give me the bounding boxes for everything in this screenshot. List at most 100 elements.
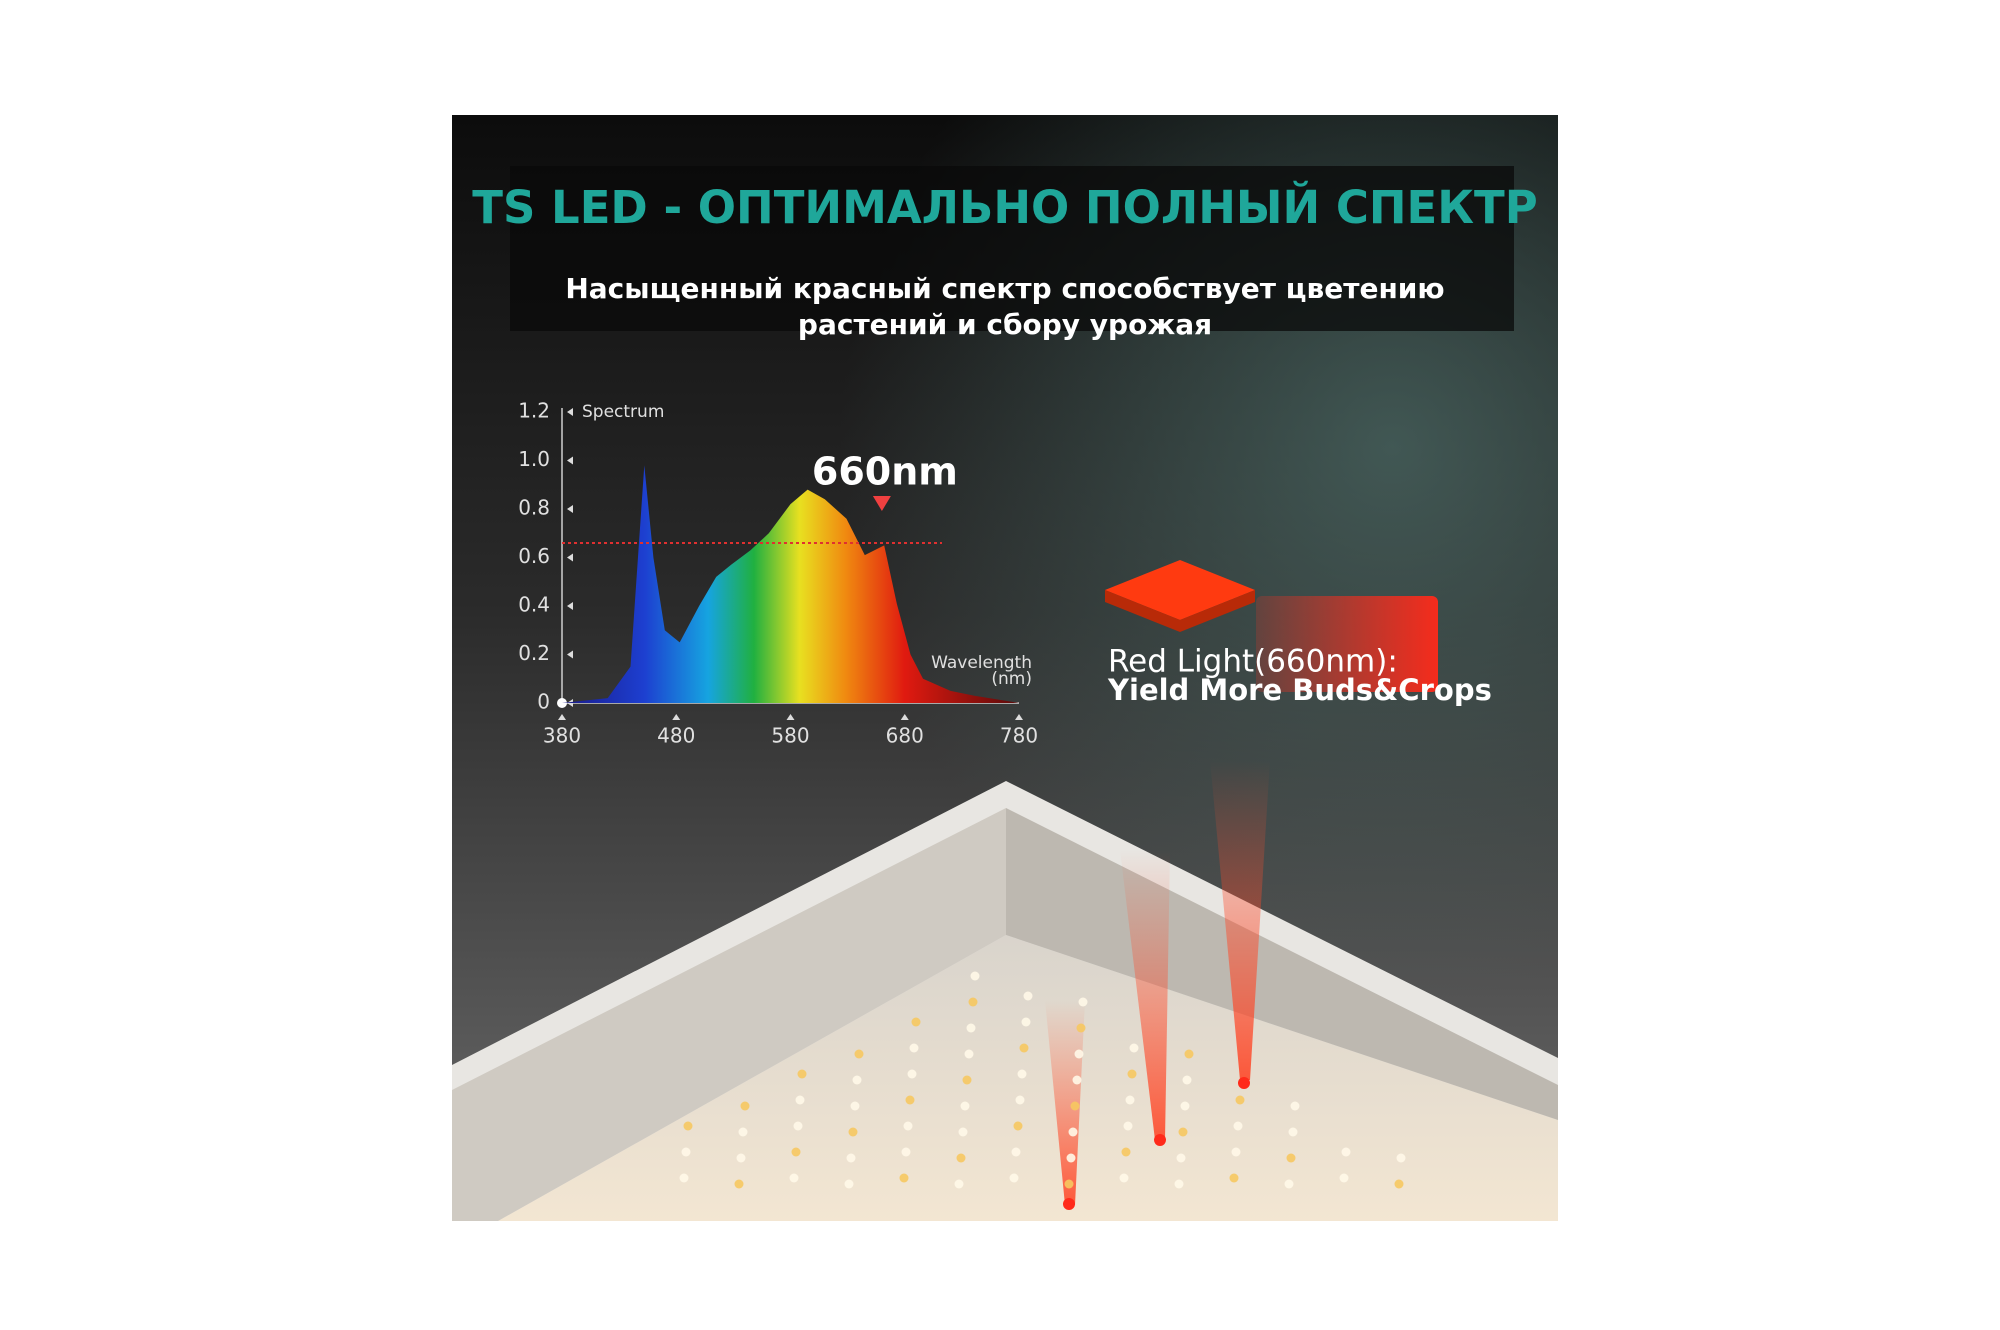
callout-chip xyxy=(1105,590,1255,632)
led xyxy=(795,1095,805,1105)
led xyxy=(1286,1153,1296,1163)
led xyxy=(899,1173,909,1183)
y-tick-label: 0.6 xyxy=(518,544,550,568)
subtitle: Насыщенный красный спектр способствует ц… xyxy=(565,272,1444,305)
led xyxy=(1290,1101,1300,1111)
red-beam xyxy=(1210,760,1270,1080)
spectrum-area xyxy=(562,465,1019,703)
red-led xyxy=(1063,1198,1075,1210)
led xyxy=(1129,1043,1139,1053)
led xyxy=(907,1069,917,1079)
led xyxy=(734,1179,744,1189)
y-tick-label: 0 xyxy=(537,690,550,714)
y-tick-label: 0.8 xyxy=(518,496,550,520)
led xyxy=(1072,1075,1082,1085)
led xyxy=(901,1147,911,1157)
led xyxy=(1078,997,1088,1007)
led xyxy=(1174,1179,1184,1189)
led xyxy=(1017,1069,1027,1079)
led xyxy=(954,1179,964,1189)
led xyxy=(1180,1101,1190,1111)
led xyxy=(846,1153,856,1163)
led xyxy=(1066,1153,1076,1163)
led xyxy=(791,1147,801,1157)
led xyxy=(1184,1049,1194,1059)
led xyxy=(1231,1147,1241,1157)
lamp-board xyxy=(498,935,1558,1221)
led xyxy=(1229,1173,1239,1183)
led xyxy=(738,1127,748,1137)
red-led xyxy=(1154,1134,1166,1146)
led xyxy=(1121,1147,1131,1157)
led xyxy=(852,1075,862,1085)
x-tick-label: 780 xyxy=(1000,724,1038,748)
led xyxy=(848,1127,858,1137)
callout-text: Red Light(660nm): xyxy=(1108,644,1398,680)
led xyxy=(970,971,980,981)
led xyxy=(1396,1153,1406,1163)
led xyxy=(1125,1095,1135,1105)
y-tick xyxy=(567,505,573,513)
led xyxy=(1178,1127,1188,1137)
led xyxy=(905,1095,915,1105)
red-led xyxy=(1238,1077,1250,1089)
led xyxy=(1233,1121,1243,1131)
led xyxy=(1341,1147,1351,1157)
led xyxy=(1176,1153,1186,1163)
led xyxy=(909,1043,919,1053)
annotation-marker xyxy=(872,496,891,511)
subtitle: растений и сбору урожая xyxy=(798,308,1212,341)
led xyxy=(844,1179,854,1189)
led xyxy=(797,1069,807,1079)
x-tick xyxy=(1015,714,1023,720)
y-tick xyxy=(567,602,573,610)
led xyxy=(793,1121,803,1131)
led xyxy=(681,1147,691,1157)
spectrum-chart: 0 0.2 0.4 0.6 0.8 1.0 1.2 Spectrum 380 480 580 680 7… xyxy=(518,399,1038,748)
led xyxy=(683,1121,693,1131)
x-axis-label: Wavelength xyxy=(931,653,1032,673)
y-tick-label: 0.2 xyxy=(518,641,550,665)
led xyxy=(966,1023,976,1033)
header-band xyxy=(510,166,1514,331)
led xyxy=(960,1101,970,1111)
y-axis-label: Spectrum xyxy=(582,402,664,422)
led xyxy=(1119,1173,1129,1183)
led xyxy=(1123,1121,1133,1131)
led xyxy=(1015,1095,1025,1105)
led xyxy=(1074,1049,1084,1059)
led xyxy=(1009,1173,1019,1183)
lamp-wall xyxy=(452,808,1006,1221)
led xyxy=(903,1121,913,1131)
red-beam xyxy=(1045,1000,1085,1205)
led xyxy=(854,1049,864,1059)
y-tick-label: 1.2 xyxy=(518,399,550,423)
led xyxy=(964,1049,974,1059)
led xyxy=(911,1017,921,1027)
led xyxy=(956,1153,966,1163)
led xyxy=(1235,1095,1245,1105)
x-axis-label: (nm) xyxy=(991,669,1032,689)
led xyxy=(1394,1179,1404,1189)
led xyxy=(740,1101,750,1111)
red-beam xyxy=(1120,850,1170,1140)
callout-bar xyxy=(1256,596,1438,692)
led xyxy=(1068,1127,1078,1137)
led xyxy=(962,1075,972,1085)
x-tick xyxy=(900,714,909,720)
led xyxy=(1013,1121,1023,1131)
led xyxy=(850,1101,860,1111)
x-tick xyxy=(672,714,681,720)
led xyxy=(1011,1147,1021,1157)
led xyxy=(1182,1075,1192,1085)
x-tick xyxy=(558,714,566,720)
y-tick-label: 0.4 xyxy=(518,593,550,617)
x-tick-label: 480 xyxy=(657,724,695,748)
y-tick xyxy=(567,456,573,465)
y-tick xyxy=(567,553,573,562)
annotation: 660nm xyxy=(812,450,958,494)
led xyxy=(1019,1043,1029,1053)
led xyxy=(789,1173,799,1183)
